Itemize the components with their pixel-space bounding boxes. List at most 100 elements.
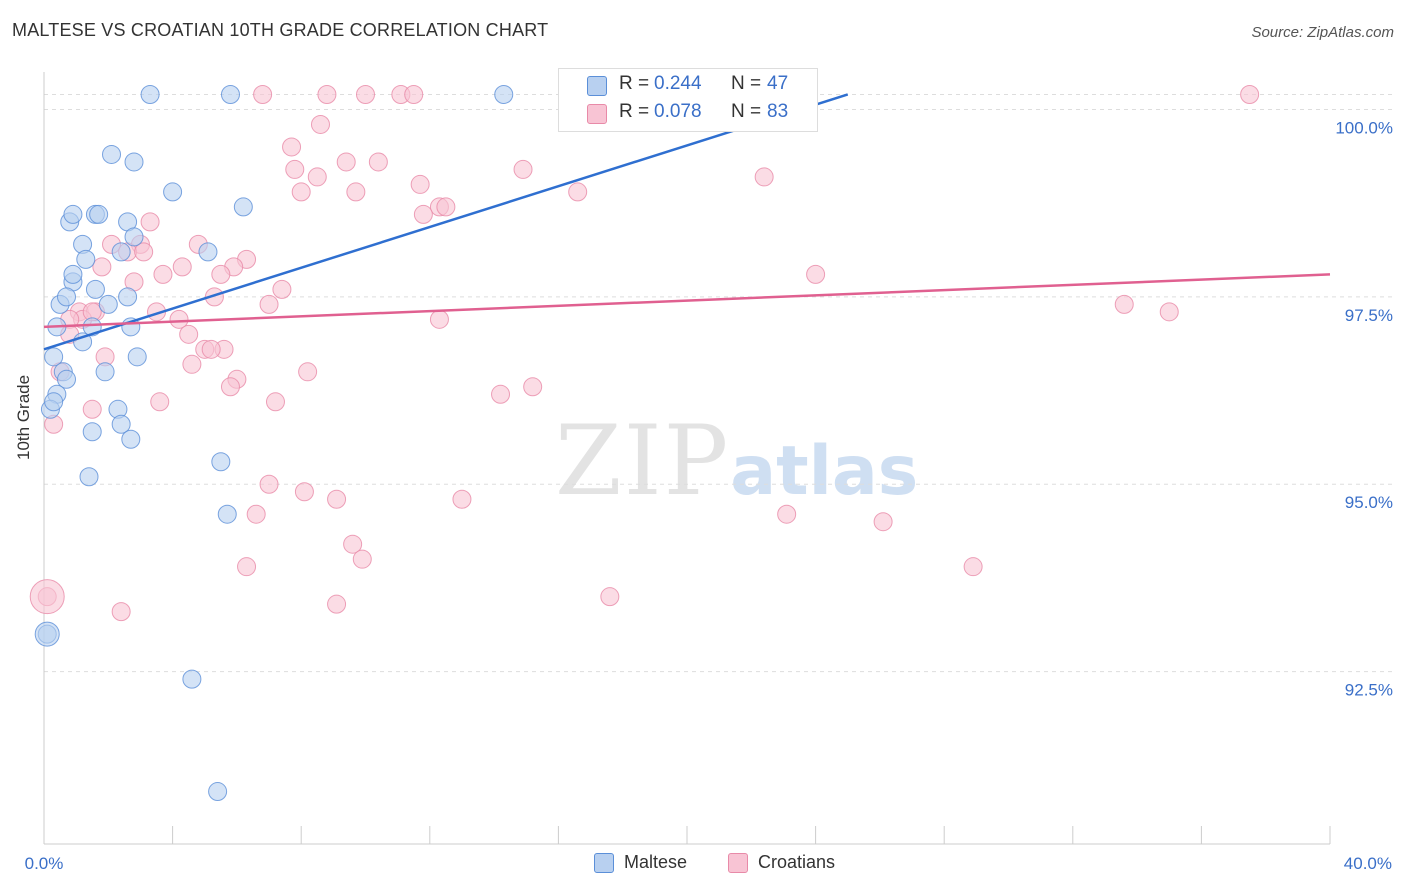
croatian-point	[201, 339, 221, 359]
maltese-point	[44, 347, 64, 367]
legend-croatians-label: Croatians	[758, 852, 836, 872]
maltese-point	[44, 392, 64, 412]
maltese-point	[198, 242, 218, 262]
maltese-point	[233, 197, 253, 217]
legend-maltese-label: Maltese	[624, 852, 688, 872]
maltese-point	[57, 369, 77, 389]
legend-item-croatians[interactable]: Croatians	[728, 852, 835, 873]
croatian-point	[265, 392, 285, 412]
maltese-r-value: 0.244	[654, 73, 702, 94]
stats-row-maltese: R = 0.244 N = 47	[559, 73, 817, 99]
maltese-n-label: N =	[731, 73, 762, 94]
croatian-point	[513, 159, 533, 179]
legend-item-maltese[interactable]: Maltese	[594, 852, 687, 873]
croatian-point	[169, 309, 189, 329]
croatian-point	[140, 212, 160, 232]
croatian-point	[568, 182, 588, 202]
maltese-point	[121, 429, 141, 449]
y-tick-label: 95.0%	[1345, 493, 1393, 512]
croatian-r-label: R =	[619, 101, 650, 122]
croatian-point	[259, 294, 279, 314]
maltese-point	[111, 414, 131, 434]
maltese-point	[95, 362, 115, 382]
chart-title: MALTESE VS CROATIAN 10TH GRADE CORRELATI…	[12, 20, 549, 40]
croatian-point	[600, 587, 620, 607]
y-tick-label: 92.5%	[1345, 681, 1393, 700]
maltese-point	[82, 422, 102, 442]
maltese-point	[217, 504, 237, 524]
stats-row-croatian: R = 0.078 N = 83	[559, 101, 817, 127]
croatian-point	[873, 512, 893, 532]
y-tick-label: 100.0%	[1335, 118, 1393, 137]
maltese-point	[57, 287, 77, 307]
croatian-point	[1114, 294, 1134, 314]
maltese-point	[140, 84, 160, 104]
maltese-point	[211, 452, 231, 472]
legend-croatians-swatch	[728, 852, 748, 873]
croatian-point	[111, 602, 131, 622]
maltese-point	[124, 152, 144, 172]
maltese-point	[208, 782, 228, 802]
bottom-legend: Maltese Croatians	[0, 850, 1406, 880]
croatian-trend-line	[43, 273, 1331, 329]
croatian-point	[410, 174, 430, 194]
croatian-point	[134, 242, 154, 262]
croatian-point	[298, 362, 318, 382]
croatian-point	[92, 257, 112, 277]
croatian-point	[82, 399, 102, 419]
croatian-point	[963, 557, 983, 577]
croatian-n-value: 83	[767, 101, 789, 122]
croatian-point	[253, 84, 273, 104]
maltese-point	[102, 144, 122, 164]
maltese-point	[111, 242, 131, 262]
maltese-point	[127, 347, 147, 367]
legend-maltese-swatch	[594, 852, 614, 873]
croatian-point	[327, 489, 347, 509]
maltese-point	[118, 287, 138, 307]
maltese-point	[76, 249, 96, 269]
croatian-swatch	[587, 104, 607, 124]
croatian-point	[1159, 302, 1179, 322]
croatian-point	[179, 324, 199, 344]
croatian-point	[291, 182, 311, 202]
croatian-point	[491, 384, 511, 404]
croatian-point	[777, 504, 797, 524]
croatian-point	[452, 489, 472, 509]
croatian-point	[182, 354, 202, 374]
maltese-point	[85, 279, 105, 299]
croatian-n-label: N =	[731, 101, 762, 122]
croatian-point	[806, 264, 826, 284]
croatian-point	[172, 257, 192, 277]
croatian-point	[429, 309, 449, 329]
maltese-n-value: 47	[767, 73, 789, 94]
croatian-point	[272, 279, 292, 299]
croatian-point	[259, 474, 279, 494]
croatian-r-value: 0.078	[654, 101, 702, 122]
croatian-point	[153, 264, 173, 284]
y-tick-label: 97.5%	[1345, 306, 1393, 325]
croatian-point	[282, 137, 302, 157]
maltese-point	[220, 84, 240, 104]
croatian-point-large	[29, 579, 65, 615]
croatian-point	[294, 482, 314, 502]
croatian-point	[307, 167, 327, 187]
croatian-point	[336, 152, 356, 172]
maltese-point	[98, 294, 118, 314]
watermark-zip: ZIP	[555, 405, 731, 517]
maltese-point	[63, 204, 83, 224]
stats-legend: R = 0.244 N = 47 R = 0.078 N = 83	[558, 68, 818, 132]
maltese-point-large	[34, 621, 60, 647]
maltese-r-label: R =	[619, 73, 650, 94]
croatian-point	[237, 557, 257, 577]
croatian-point	[285, 159, 305, 179]
croatian-point	[317, 84, 337, 104]
croatian-point	[220, 377, 240, 397]
maltese-point	[124, 227, 144, 247]
maltese-point	[89, 204, 109, 224]
croatian-point	[310, 114, 330, 134]
x-tick-label: 0.0%	[25, 854, 64, 873]
croatian-point	[352, 549, 372, 569]
croatian-point	[343, 534, 363, 554]
maltese-point	[63, 264, 83, 284]
